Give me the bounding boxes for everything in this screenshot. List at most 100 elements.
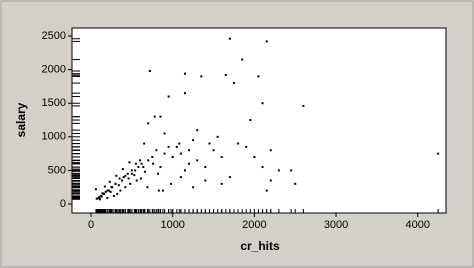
point: [103, 192, 106, 195]
point: [163, 152, 166, 155]
point: [118, 177, 121, 180]
y-tick-label: 500: [48, 164, 66, 176]
point: [163, 132, 166, 135]
x-tick-label: 3000: [324, 219, 348, 231]
point: [220, 155, 223, 158]
point: [130, 172, 133, 175]
point: [183, 72, 186, 75]
point: [216, 135, 219, 138]
point: [135, 179, 138, 182]
point: [277, 169, 280, 172]
point: [112, 194, 115, 197]
point: [192, 139, 195, 142]
point: [126, 172, 129, 175]
point: [146, 186, 149, 189]
point: [302, 104, 305, 107]
point: [142, 166, 145, 169]
y-tick-label: 2500: [42, 30, 66, 42]
point: [147, 122, 150, 125]
point: [200, 75, 203, 78]
point: [122, 176, 125, 179]
point: [159, 166, 162, 169]
point: [175, 145, 178, 148]
point: [151, 155, 154, 158]
point: [257, 75, 260, 78]
y-axis-label: salary: [14, 102, 28, 137]
point: [228, 176, 231, 179]
point: [192, 186, 195, 189]
point: [111, 186, 114, 189]
point: [152, 162, 155, 165]
point: [155, 149, 158, 152]
point: [290, 169, 293, 172]
point: [179, 152, 182, 155]
point: [183, 169, 186, 172]
point: [137, 166, 140, 169]
point: [261, 166, 264, 169]
point: [104, 190, 107, 193]
point: [140, 162, 143, 165]
point: [97, 196, 100, 199]
point: [159, 115, 162, 118]
point: [116, 192, 119, 195]
point: [204, 166, 207, 169]
point: [124, 186, 127, 189]
point: [153, 115, 156, 118]
point: [106, 196, 109, 199]
point: [224, 74, 227, 77]
point: [157, 189, 160, 192]
point: [269, 149, 272, 152]
x-tick-label: 4000: [405, 219, 429, 231]
point: [196, 159, 199, 162]
point: [139, 159, 142, 162]
point: [99, 198, 102, 201]
point: [171, 155, 174, 158]
point: [253, 155, 256, 158]
point: [100, 195, 103, 198]
point: [94, 188, 97, 191]
point: [167, 145, 170, 148]
point: [249, 119, 252, 122]
point: [127, 177, 130, 180]
point: [237, 142, 240, 145]
x-axis-label: cr_hits: [240, 239, 280, 253]
x-tick-label: 0: [88, 219, 94, 231]
x-tick-label: 2000: [242, 219, 266, 231]
point: [245, 145, 248, 148]
point: [232, 82, 235, 85]
point: [134, 162, 137, 165]
point: [148, 69, 151, 72]
point: [265, 189, 268, 192]
point: [101, 192, 104, 195]
point: [109, 190, 112, 193]
point: [130, 169, 133, 172]
point: [161, 189, 164, 192]
point: [261, 102, 264, 105]
point: [133, 174, 136, 177]
y-tick-label: 2000: [42, 64, 66, 76]
y-tick-label: 1500: [42, 97, 66, 109]
point: [108, 180, 111, 183]
point: [265, 40, 268, 43]
point: [167, 95, 170, 98]
point: [128, 161, 131, 164]
point: [147, 159, 150, 162]
point: [115, 174, 118, 177]
plot-area: [71, 27, 447, 214]
point: [157, 172, 160, 175]
point: [208, 142, 211, 145]
point: [178, 142, 181, 145]
point: [107, 189, 110, 192]
point: [170, 182, 173, 185]
y-tick-label: 1000: [42, 131, 66, 143]
point: [188, 149, 191, 152]
point: [188, 162, 191, 165]
point: [121, 179, 124, 182]
point: [179, 176, 182, 179]
point: [183, 92, 186, 95]
point: [129, 182, 132, 185]
x-tick-label: 1000: [160, 219, 184, 231]
point: [269, 179, 272, 182]
point: [294, 182, 297, 185]
